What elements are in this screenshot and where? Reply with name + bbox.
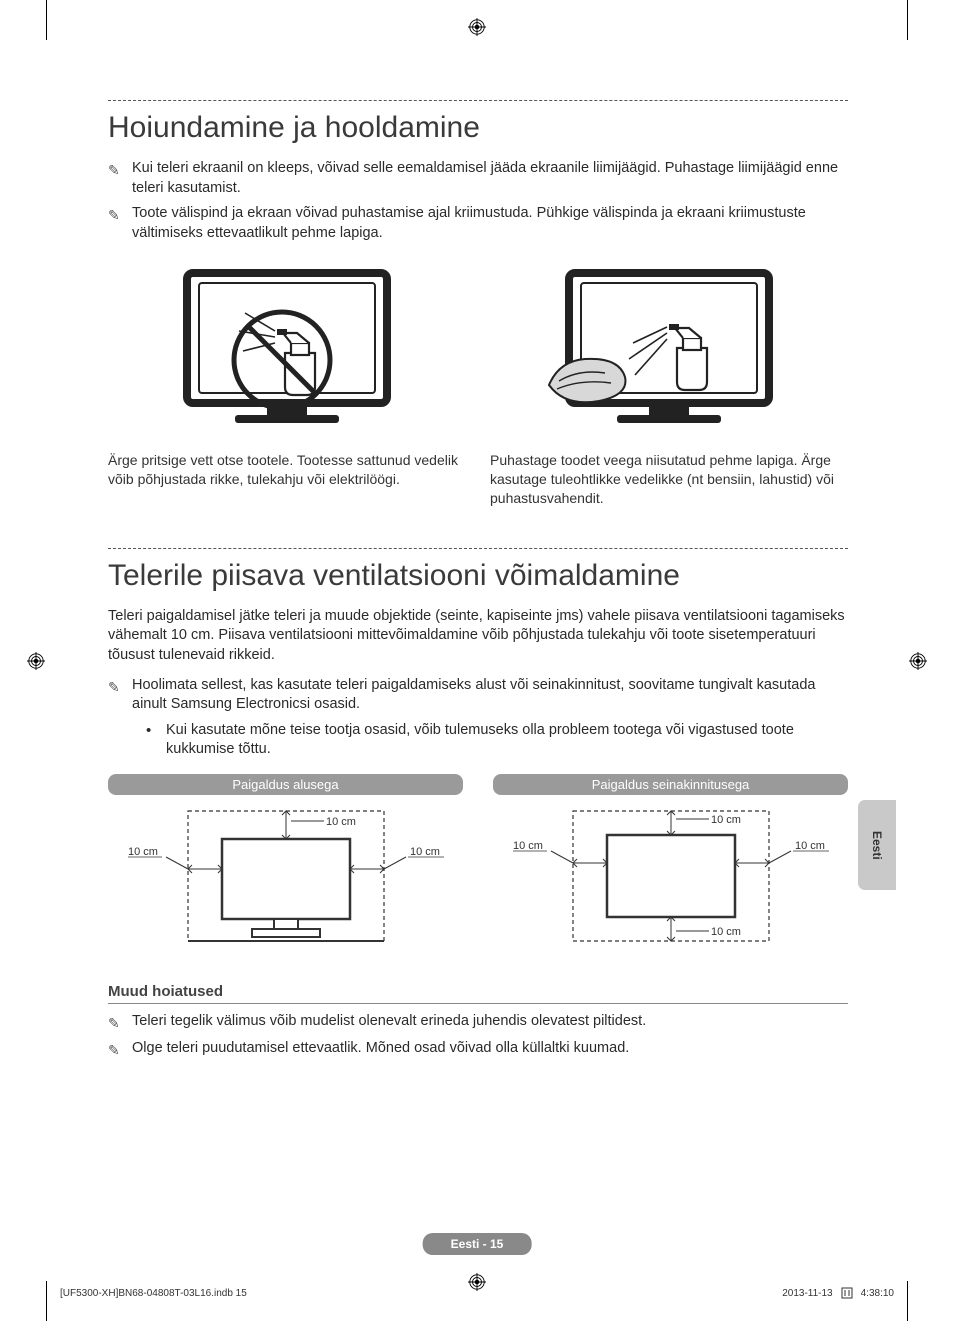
print-meta-time: 4:38:10 xyxy=(861,1288,894,1299)
registration-mark-icon xyxy=(468,18,486,36)
note-icon: ✎ xyxy=(108,206,124,225)
figure-caption: Ärge pritsige vett otse tootele. Tootess… xyxy=(108,451,466,489)
print-meta-filename: [UF5300-XH]BN68-04808T-03L16.indb 15 xyxy=(60,1288,247,1299)
install-stand-diagram: 10 cm 10 cm xyxy=(126,799,446,959)
subsection-title-warnings: Muud hoiatused xyxy=(108,983,848,1004)
note-icon: ✎ xyxy=(108,678,124,697)
language-tab-label: Eesti xyxy=(870,831,884,860)
crop-mark xyxy=(907,1281,908,1321)
bullet-icon: • xyxy=(146,721,156,741)
note-icon: ✎ xyxy=(108,1041,124,1060)
section-divider xyxy=(108,548,848,549)
note-item: ✎ Hoolimata sellest, kas kasutate teleri… xyxy=(108,676,848,715)
note-text: Kui teleri ekraanil on kleeps, võivad se… xyxy=(132,159,848,198)
registration-mark-icon xyxy=(27,652,45,670)
registration-mark-icon xyxy=(909,652,927,670)
note-item: ✎ Teleri tegelik välimus võib mudelist o… xyxy=(108,1012,848,1033)
dim-label: 10 cm xyxy=(410,846,440,858)
note-icon: ✎ xyxy=(108,1014,124,1033)
installation-diagrams: Paigaldus alusega xyxy=(108,774,848,959)
note-text: Hoolimata sellest, kas kasutate teleri p… xyxy=(132,676,848,715)
crop-mark xyxy=(46,1281,47,1321)
note-text: Teleri tegelik välimus võib mudelist ole… xyxy=(132,1012,646,1032)
install-stand: Paigaldus alusega xyxy=(108,774,463,959)
intro-paragraph: Teleri paigaldamisel jätke teleri ja muu… xyxy=(108,607,848,666)
note-item: ✎ Toote välispind ja ekraan võivad puhas… xyxy=(108,204,848,243)
install-stand-header: Paigaldus alusega xyxy=(108,774,463,795)
bullet-item: • Kui kasutate mõne teise tootja osasid,… xyxy=(146,721,848,760)
language-tab: Eesti xyxy=(858,800,896,890)
install-wall-diagram: 10 cm 10 cm xyxy=(511,799,831,959)
print-meta-date: 2013-11-13 xyxy=(782,1288,832,1299)
section-title-ventilation: Telerile piisava ventilatsiooni võimalda… xyxy=(108,559,848,593)
figure-spray-wrong: Ärge pritsige vett otse tootele. Tootess… xyxy=(108,265,466,508)
dim-label: 10 cm xyxy=(711,814,741,826)
note-item: ✎ Kui teleri ekraanil on kleeps, võivad … xyxy=(108,159,848,198)
install-wall-header: Paigaldus seinakinnitusega xyxy=(493,774,848,795)
tv-cloth-icon xyxy=(509,265,829,445)
crop-mark xyxy=(46,0,47,40)
dim-label: 10 cm xyxy=(711,926,741,938)
dim-label: 10 cm xyxy=(513,840,543,852)
tv-spray-icon xyxy=(127,265,447,445)
note-icon: ✎ xyxy=(108,161,124,180)
clock-icon xyxy=(841,1287,853,1299)
install-wall: Paigaldus seinakinnitusega 10 cm xyxy=(493,774,848,959)
dim-label: 10 cm xyxy=(128,846,158,858)
print-meta-timestamp: 2013-11-13 4:38:10 xyxy=(782,1287,894,1299)
page-number-footer: Eesti - 15 xyxy=(423,1233,532,1255)
section-title-storage: Hoiundamine ja hooldamine xyxy=(108,111,848,145)
registration-mark-icon xyxy=(468,1273,486,1291)
figure-row: Ärge pritsige vett otse tootele. Tootess… xyxy=(108,265,848,508)
bullet-text: Kui kasutate mõne teise tootja osasid, v… xyxy=(166,721,848,760)
figure-caption: Puhastage toodet veega niisutatud pehme … xyxy=(490,451,848,508)
page-content: Hoiundamine ja hooldamine ✎ Kui teleri e… xyxy=(108,100,848,1066)
crop-mark xyxy=(907,0,908,40)
dim-label: 10 cm xyxy=(795,840,825,852)
dim-label: 10 cm xyxy=(326,816,356,828)
note-item: ✎ Olge teleri puudutamisel ettevaatlik. … xyxy=(108,1039,848,1060)
note-text: Toote välispind ja ekraan võivad puhasta… xyxy=(132,204,848,243)
figure-spray-cloth: Puhastage toodet veega niisutatud pehme … xyxy=(490,265,848,508)
note-text: Olge teleri puudutamisel ettevaatlik. Mõ… xyxy=(132,1039,629,1059)
section-divider xyxy=(108,100,848,101)
